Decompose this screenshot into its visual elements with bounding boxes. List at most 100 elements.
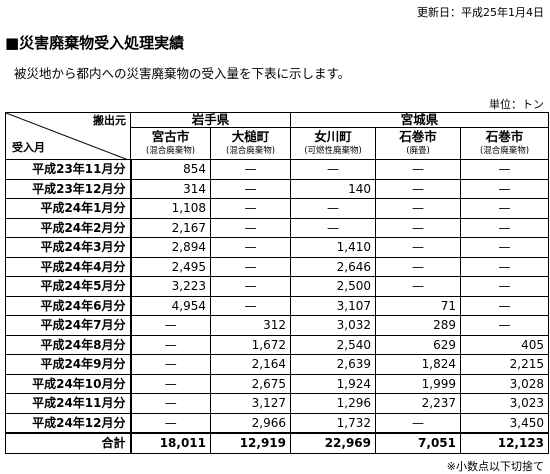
cell: 12,919 [209,432,292,454]
row-label: 平成24年8月分 [5,334,132,355]
cell: 2,167 [130,217,211,238]
table-row: 平成24年10月分 —2,675 1,924 1,999 3,028 [5,373,550,394]
corner-cell: 搬出元 受入月 [5,112,131,160]
updated-date: 更新日：平成25年1月4日 [417,6,544,19]
cell: — [209,237,292,258]
cell: 1,296 [290,393,377,414]
cell: — [460,178,550,199]
cell: 1,999 [375,373,462,394]
cell: 140 [290,178,377,199]
table-row: 合計 18,011 12,919 22,969 7,051 12,123 [5,432,550,454]
column-name: 石巻市 [399,128,437,144]
cell: — [130,354,211,375]
row-label: 平成24年2月分 [5,217,132,238]
cell: 1,924 [290,373,377,394]
row-label: 平成24年7月分 [5,315,132,336]
cell: 2,675 [209,373,292,394]
cell: 3,450 [460,412,550,434]
column-sub: (混合廃棄物) [145,145,196,156]
column-header: 石巻市 (廃畳) [375,127,462,160]
column-sub: (混合廃棄物) [479,145,530,156]
cell: — [375,412,462,434]
row-label: 平成24年3月分 [5,237,132,258]
cell: — [290,159,377,180]
cell: 2,495 [130,256,211,277]
cell: 3,127 [209,393,292,414]
column-header: 石巻市 (混合廃棄物) [460,127,550,160]
cell: 2,215 [460,354,550,375]
column-header: 大槌町 (混合廃棄物) [209,127,292,160]
column-sub: (混合廃棄物) [225,145,276,156]
cell: 314 [130,178,211,199]
cell: 3,223 [130,276,211,297]
cell: 71 [375,295,462,316]
cell: — [460,256,550,277]
table-row: 平成23年12月分 314—140— — [5,178,550,199]
cell: 312 [209,315,292,336]
cell: — [130,412,211,434]
cell: 2,966 [209,412,292,434]
cell: — [375,178,462,199]
table-row: 平成24年4月分 2,495—2,646— — [5,256,550,277]
corner-bottom: 受入月 [12,141,45,154]
cell: 2,237 [375,393,462,414]
cell: 3,107 [290,295,377,316]
cell: — [375,217,462,238]
cell: 12,123 [460,432,550,454]
note: ※小数点以下切捨て [446,460,544,473]
cell: 1,108 [130,198,211,219]
cell: 18,011 [130,432,211,454]
cell: — [290,198,377,219]
cell: 2,500 [290,276,377,297]
row-label: 平成24年9月分 [5,354,132,375]
table-row: 平成24年11月分 —3,127 1,296 2,237 3,023 [5,393,550,414]
group-header: 岩手県 [129,112,292,128]
cell: — [460,276,550,297]
description: 被災地から都内への災害廃棄物の受入量を下表に示します。 [14,66,351,81]
title: ■災害廃棄物受入処理実績 [5,34,185,52]
column-header: 女川町 (可燃性廃棄物) [290,127,377,160]
table-row: 平成24年6月分 4,954—3,107 71— [5,295,550,316]
cell: — [290,217,377,238]
cell: — [209,217,292,238]
cell: — [209,198,292,219]
cell: — [460,217,550,238]
row-label: 平成23年12月分 [5,178,132,199]
cell: — [375,276,462,297]
cell: — [209,159,292,180]
row-label: 平成24年11月分 [5,393,132,414]
cell: — [130,393,211,414]
cell: 2,164 [209,354,292,375]
cell: 22,969 [290,432,377,454]
row-label: 平成24年5月分 [5,276,132,297]
column-name: 女川町 [314,128,352,144]
cell: — [460,315,550,336]
row-label: 平成24年12月分 [5,412,132,434]
cell: — [375,159,462,180]
cell: — [460,295,550,316]
cell: — [460,237,550,258]
unit: 単位：トン [489,98,544,111]
column-name: 宮古市 [151,128,190,144]
cell: — [375,237,462,258]
column-name: 大槌町 [231,128,270,144]
group-header: 宮城県 [290,112,550,128]
table-row: 平成24年9月分 —2,164 2,639 1,824 2,215 [5,354,550,375]
cell: — [460,159,550,180]
table-row: 平成24年3月分 2,894—1,410— — [5,237,550,258]
cell: — [209,256,292,277]
cell: — [460,198,550,219]
cell: 3,023 [460,393,550,414]
column-name: 石巻市 [485,128,524,144]
cell: 2,894 [130,237,211,258]
cell: 629 [375,334,462,355]
column-sub: (可燃性廃棄物) [304,145,362,156]
table: 搬出元 受入月 岩手県 宮城県 宮古市 (混合廃棄物) 大槌町 (混合廃棄物) 女川町(… [5,112,550,454]
cell: 4,954 [130,295,211,316]
column-sub: (廃畳) [406,145,430,156]
cell: 1,824 [375,354,462,375]
row-label: 平成24年4月分 [5,256,132,277]
cell: 2,540 [290,334,377,355]
row-label: 平成24年10月分 [5,373,132,394]
